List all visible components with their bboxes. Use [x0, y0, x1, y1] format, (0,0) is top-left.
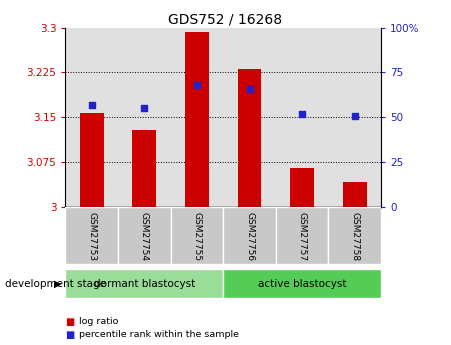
Text: GSM27758: GSM27758 [350, 211, 359, 261]
Text: GSM27755: GSM27755 [193, 211, 202, 261]
Bar [328, 207, 381, 264]
Bar [185, 32, 209, 207]
Bar [223, 269, 381, 298]
Text: active blastocyst: active blastocyst [258, 279, 346, 289]
Text: ■: ■ [65, 317, 75, 326]
Text: GSM27756: GSM27756 [245, 211, 254, 261]
Bar [80, 113, 104, 207]
Text: GSM27753: GSM27753 [87, 211, 96, 261]
Text: development stage: development stage [5, 279, 106, 289]
Text: GSM27754: GSM27754 [140, 211, 149, 260]
Bar [290, 168, 314, 207]
Bar [133, 130, 156, 207]
Bar [118, 207, 170, 264]
Bar [276, 207, 328, 264]
Bar [238, 69, 262, 207]
Point [141, 106, 148, 111]
Text: dormant blastocyst: dormant blastocyst [94, 279, 195, 289]
Bar [170, 207, 223, 264]
Bar [65, 207, 118, 264]
Point [193, 82, 201, 88]
Text: percentile rank within the sample: percentile rank within the sample [79, 330, 239, 339]
Point [299, 111, 306, 117]
Bar [343, 182, 367, 207]
Text: GDS752 / 16268: GDS752 / 16268 [168, 12, 283, 26]
Point [351, 113, 359, 118]
Text: GSM27757: GSM27757 [298, 211, 307, 261]
Text: log ratio: log ratio [79, 317, 118, 326]
Point [246, 86, 253, 91]
Text: ■: ■ [65, 330, 75, 339]
Text: ▶: ▶ [54, 279, 61, 289]
Bar [65, 269, 223, 298]
Point [88, 102, 95, 108]
Bar [223, 207, 276, 264]
